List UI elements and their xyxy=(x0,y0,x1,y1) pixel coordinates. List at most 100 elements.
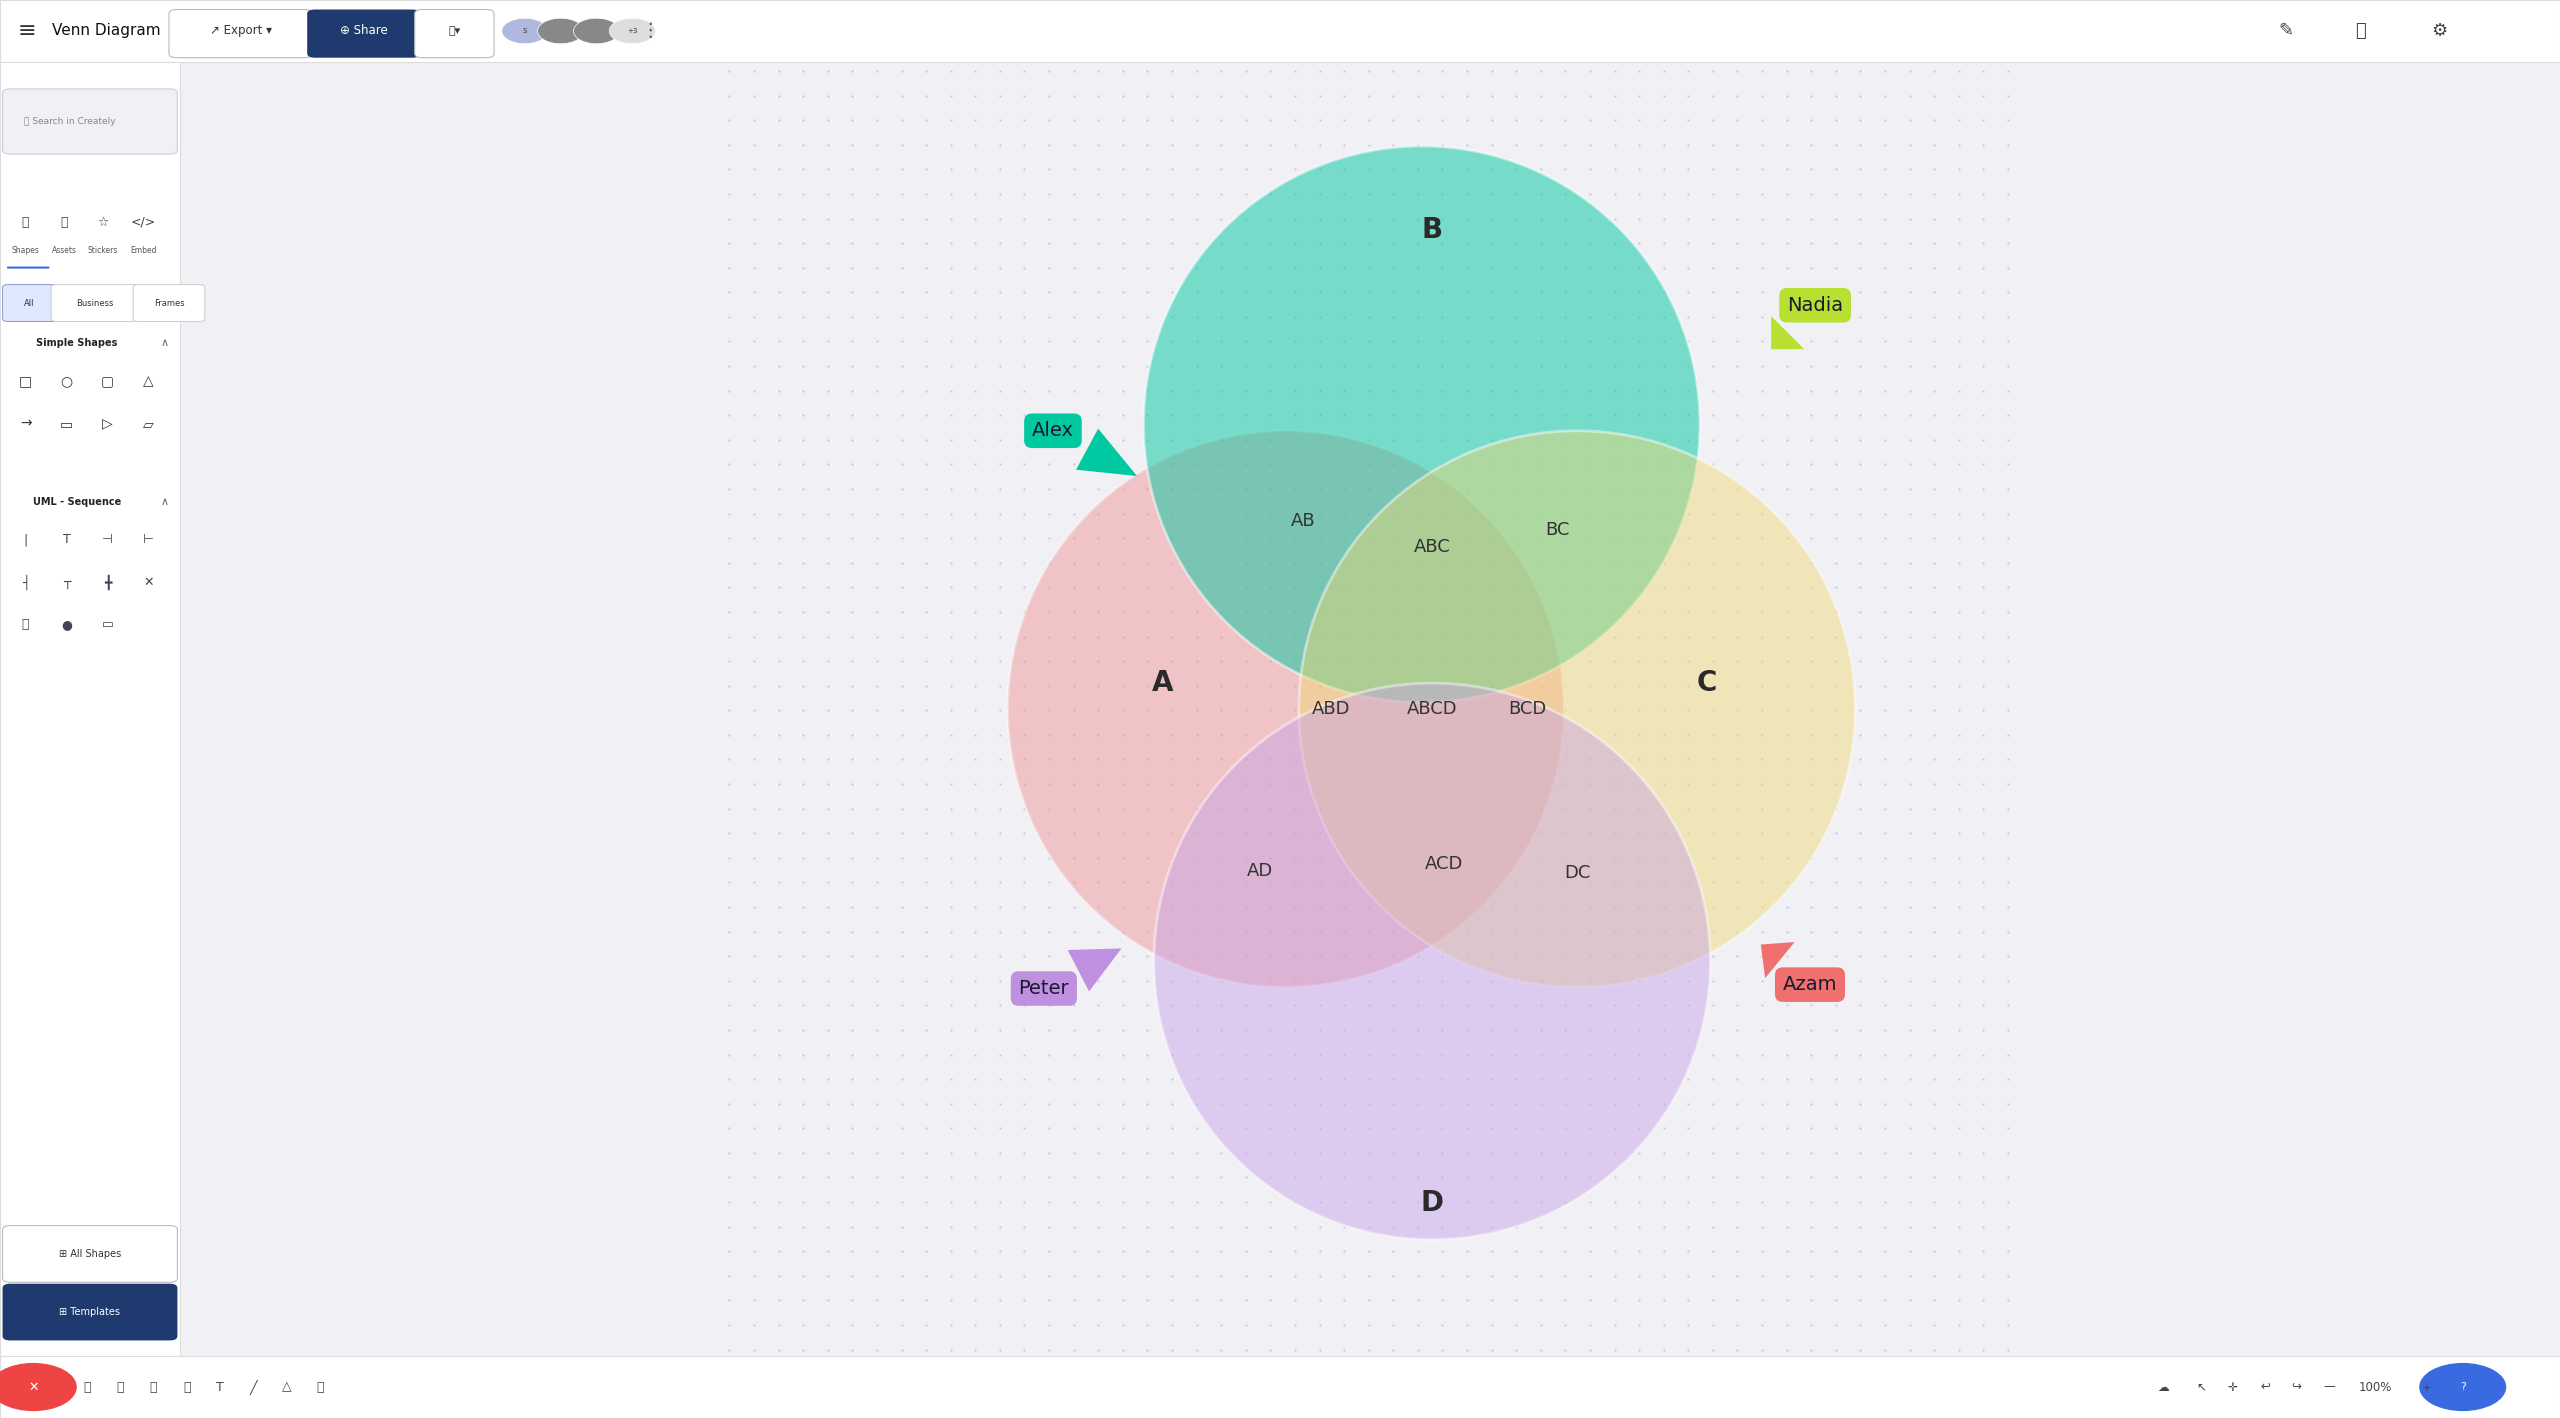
Text: Business: Business xyxy=(77,299,113,308)
Text: ✕: ✕ xyxy=(143,576,154,588)
Text: +: + xyxy=(2422,1381,2432,1394)
Text: 100%: 100% xyxy=(2358,1381,2394,1394)
Text: DC: DC xyxy=(1564,865,1590,882)
Text: ↪: ↪ xyxy=(2291,1381,2301,1394)
Text: ABC: ABC xyxy=(1413,539,1452,556)
FancyBboxPatch shape xyxy=(0,1356,2560,1418)
Text: ⊞ Templates: ⊞ Templates xyxy=(59,1307,120,1317)
Text: ⬜: ⬜ xyxy=(23,216,28,228)
Text: Stickers: Stickers xyxy=(87,247,118,255)
Text: ↩: ↩ xyxy=(2260,1381,2271,1394)
FancyBboxPatch shape xyxy=(3,1225,177,1282)
FancyBboxPatch shape xyxy=(3,285,56,322)
Text: □: □ xyxy=(18,374,33,389)
Text: ☆: ☆ xyxy=(97,216,108,228)
Text: ○: ○ xyxy=(61,374,72,389)
Text: ⬭: ⬭ xyxy=(23,618,28,631)
Text: Alex: Alex xyxy=(1032,421,1075,440)
FancyBboxPatch shape xyxy=(51,285,138,322)
Text: ⬜: ⬜ xyxy=(118,1381,123,1394)
Text: T: T xyxy=(215,1381,225,1394)
Text: C: C xyxy=(1697,669,1718,698)
Text: ⋮: ⋮ xyxy=(640,21,660,41)
FancyBboxPatch shape xyxy=(3,1283,177,1340)
Text: D: D xyxy=(1421,1190,1444,1217)
Text: Azam: Azam xyxy=(1782,976,1838,994)
FancyBboxPatch shape xyxy=(0,62,179,1356)
Circle shape xyxy=(1009,431,1564,987)
Text: Venn Diagram: Venn Diagram xyxy=(51,24,161,38)
Text: ⬜: ⬜ xyxy=(151,1381,156,1394)
FancyBboxPatch shape xyxy=(3,89,177,155)
Text: |: | xyxy=(23,533,28,546)
Text: BCD: BCD xyxy=(1508,700,1546,718)
Circle shape xyxy=(1144,146,1700,702)
Circle shape xyxy=(2419,1363,2506,1411)
Text: ╋: ╋ xyxy=(105,574,110,590)
Text: ┤: ┤ xyxy=(23,574,28,590)
Text: ╱: ╱ xyxy=(251,1380,256,1395)
Text: ⬜: ⬜ xyxy=(84,1381,90,1394)
Text: ABCD: ABCD xyxy=(1408,700,1457,718)
Text: Peter: Peter xyxy=(1019,978,1070,998)
Text: 💬: 💬 xyxy=(2355,23,2365,40)
Text: BC: BC xyxy=(1546,522,1569,539)
Text: ⊣: ⊣ xyxy=(102,533,113,546)
Text: S: S xyxy=(522,28,527,34)
Circle shape xyxy=(538,18,584,44)
Circle shape xyxy=(1155,683,1710,1239)
Circle shape xyxy=(502,18,548,44)
Text: ✎: ✎ xyxy=(2278,23,2294,40)
Text: ⬜: ⬜ xyxy=(184,1381,189,1394)
Text: ?: ? xyxy=(2460,1383,2465,1392)
Text: Nadia: Nadia xyxy=(1787,296,1843,315)
Circle shape xyxy=(1298,431,1856,987)
Text: Shapes: Shapes xyxy=(13,247,38,255)
Text: —: — xyxy=(2324,1381,2335,1394)
Text: ☁: ☁ xyxy=(2158,1381,2168,1394)
Text: T: T xyxy=(61,533,72,546)
Text: ⬛: ⬛ xyxy=(317,1381,323,1394)
Text: ↖: ↖ xyxy=(2196,1381,2207,1394)
Text: ▭: ▭ xyxy=(59,417,74,431)
Text: 🖼: 🖼 xyxy=(61,216,67,228)
Text: ●: ● xyxy=(61,618,72,631)
Text: Assets: Assets xyxy=(51,247,77,255)
Text: △: △ xyxy=(143,374,154,389)
Polygon shape xyxy=(1761,942,1795,978)
Text: ⊞ All Shapes: ⊞ All Shapes xyxy=(59,1249,120,1259)
Polygon shape xyxy=(1075,428,1137,476)
Text: ACD: ACD xyxy=(1423,855,1462,873)
Text: ≡: ≡ xyxy=(18,21,36,41)
Text: </>: </> xyxy=(131,216,156,228)
Text: A: A xyxy=(1152,669,1172,698)
Text: B: B xyxy=(1421,216,1444,244)
FancyBboxPatch shape xyxy=(415,10,494,58)
Text: Embed: Embed xyxy=(131,247,156,255)
Text: ABD: ABD xyxy=(1311,700,1352,718)
Text: ↗ Export ▾: ↗ Export ▾ xyxy=(210,24,271,37)
Polygon shape xyxy=(1068,949,1121,991)
FancyBboxPatch shape xyxy=(307,10,420,58)
Text: ⚙: ⚙ xyxy=(2432,23,2447,40)
Text: ⊢: ⊢ xyxy=(143,533,154,546)
Text: All: All xyxy=(23,299,36,308)
Text: UML - Sequence: UML - Sequence xyxy=(33,496,120,506)
Circle shape xyxy=(0,1363,77,1411)
Text: +3: +3 xyxy=(627,28,637,34)
Circle shape xyxy=(573,18,620,44)
Text: →: → xyxy=(20,417,31,431)
Text: ▷: ▷ xyxy=(102,417,113,431)
Text: ✛: ✛ xyxy=(2227,1381,2237,1394)
Text: ⊕ Share: ⊕ Share xyxy=(340,24,387,37)
Text: ∧: ∧ xyxy=(161,337,169,347)
FancyBboxPatch shape xyxy=(133,285,205,322)
Text: Simple Shapes: Simple Shapes xyxy=(36,337,118,347)
Text: AB: AB xyxy=(1290,512,1316,530)
Text: ▭: ▭ xyxy=(102,618,113,631)
Text: ▱: ▱ xyxy=(143,417,154,431)
FancyBboxPatch shape xyxy=(169,10,312,58)
Text: ┬: ┬ xyxy=(64,576,69,588)
Text: ∧: ∧ xyxy=(161,496,169,506)
Text: ▢: ▢ xyxy=(100,374,115,389)
